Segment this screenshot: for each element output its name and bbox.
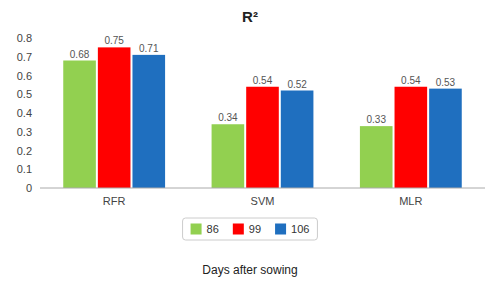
y-tick-label: 0.1: [17, 163, 32, 175]
bar: [212, 124, 245, 188]
y-tick-label: 0.4: [17, 107, 32, 119]
y-tick-label: 0.7: [17, 51, 32, 63]
legend-label: 99: [249, 223, 261, 235]
bar: [98, 47, 131, 188]
data-labels: 0.68 0.75 0.71 0.34 0.54 0.52 0.33 0.54 0.53: [70, 35, 456, 125]
data-label: 0.33: [366, 114, 386, 125]
data-label: 0.54: [253, 75, 273, 86]
legend-swatch: [191, 224, 202, 235]
x-axis-label: Days after sowing: [202, 263, 297, 277]
legend-swatch: [275, 224, 286, 235]
bar: [132, 55, 165, 188]
legend-label: 86: [207, 223, 219, 235]
title: R²: [242, 8, 258, 25]
bar: [63, 61, 96, 189]
legend-swatch: [233, 224, 244, 235]
x-tick-label: SVM: [251, 195, 275, 207]
legend-frame: [183, 218, 318, 240]
bar: [429, 89, 462, 188]
data-label: 0.71: [139, 43, 159, 54]
y-tick-label: 0.5: [17, 88, 32, 100]
data-label: 0.54: [401, 75, 421, 86]
bar: [395, 87, 428, 188]
bar: [360, 126, 393, 188]
y-tick-label: 0.2: [17, 145, 32, 157]
data-label: 0.52: [287, 79, 307, 90]
y-tick-label: 0.8: [17, 32, 32, 44]
legend-label: 106: [291, 223, 309, 235]
chart: R²00.10.20.30.40.50.60.70.80.680.750.710…: [0, 0, 500, 293]
y-tick-label: 0: [26, 182, 32, 194]
bar: [246, 87, 279, 188]
x-tick-label: MLR: [399, 195, 422, 207]
data-label: 0.68: [70, 49, 90, 60]
x-axis-line: [40, 188, 485, 189]
data-label: 0.53: [436, 77, 456, 88]
data-label: 0.34: [218, 112, 238, 123]
y-tick-label: 0.3: [17, 126, 32, 138]
data-label: 0.75: [104, 35, 124, 46]
bars: [63, 47, 462, 188]
bar: [281, 91, 314, 189]
y-tick-label: 0.6: [17, 70, 32, 82]
x-tick-label: RFR: [103, 195, 126, 207]
legend: 86 99 106: [183, 218, 318, 240]
